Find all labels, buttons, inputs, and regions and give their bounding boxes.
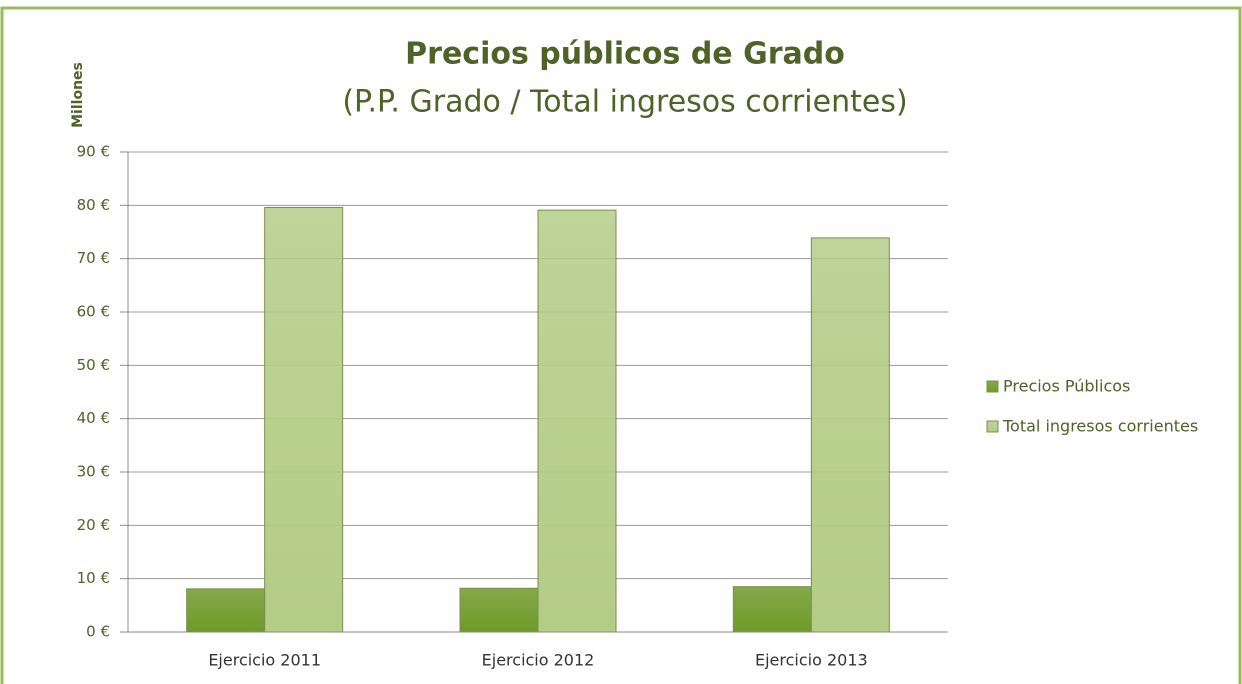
y-tick-label: 30 € (77, 463, 110, 481)
legend-swatch (986, 380, 999, 393)
bar (537, 209, 617, 633)
y-tick-label: 50 € (77, 356, 110, 374)
x-tick-label: Ejercicio 2012 (482, 651, 595, 670)
x-tick-label: Ejercicio 2013 (755, 651, 868, 670)
y-tick-label: 20 € (77, 516, 110, 534)
chart-title: Precios públicos de Grado (405, 37, 845, 72)
y-tick-label: 60 € (77, 303, 110, 321)
y-tick-label: 80 € (77, 196, 110, 214)
bar (264, 206, 344, 633)
bar (810, 237, 890, 633)
y-tick-label: 10 € (77, 569, 110, 587)
y-tick-label: 90 € (77, 143, 110, 161)
y-axis-label: Millones (70, 62, 86, 128)
chart-subtitle: (P.P. Grado / Total ingresos corrientes) (342, 85, 907, 120)
chart-frame (0, 6, 1242, 684)
y-tick-label: 0 € (86, 623, 110, 641)
legend-label: Precios Públicos (1003, 377, 1130, 396)
bar (186, 588, 266, 633)
bar (732, 586, 812, 633)
bar (459, 587, 539, 633)
legend-swatch (986, 420, 999, 433)
legend-label: Total ingresos corrientes (1002, 417, 1198, 436)
y-tick-label: 70 € (77, 249, 110, 267)
x-tick-label: Ejercicio 2011 (208, 651, 321, 670)
y-tick-label: 40 € (77, 409, 110, 427)
